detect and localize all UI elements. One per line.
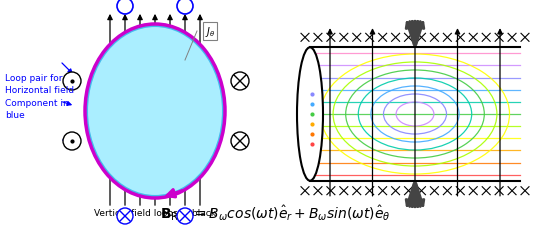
- Text: Vertical field loops in black: Vertical field loops in black: [94, 208, 216, 217]
- Circle shape: [63, 132, 81, 150]
- Ellipse shape: [297, 48, 323, 181]
- Text: Loop pair for
Horizontal field
Component in
blue: Loop pair for Horizontal field Component…: [5, 74, 74, 120]
- Circle shape: [117, 0, 133, 15]
- Text: $\mathbf{B}_{\mathrm{RMF}} = B_{\omega}cos(\omega t)\hat{e}_r + B_{\omega}sin(\o: $\mathbf{B}_{\mathrm{RMF}} = B_{\omega}c…: [160, 203, 390, 222]
- Circle shape: [231, 132, 249, 150]
- Text: $J_\theta$: $J_\theta$: [205, 25, 215, 39]
- Circle shape: [177, 0, 193, 15]
- Circle shape: [231, 73, 249, 91]
- Ellipse shape: [87, 27, 223, 196]
- Circle shape: [117, 208, 133, 224]
- Circle shape: [177, 208, 193, 224]
- Circle shape: [63, 73, 81, 91]
